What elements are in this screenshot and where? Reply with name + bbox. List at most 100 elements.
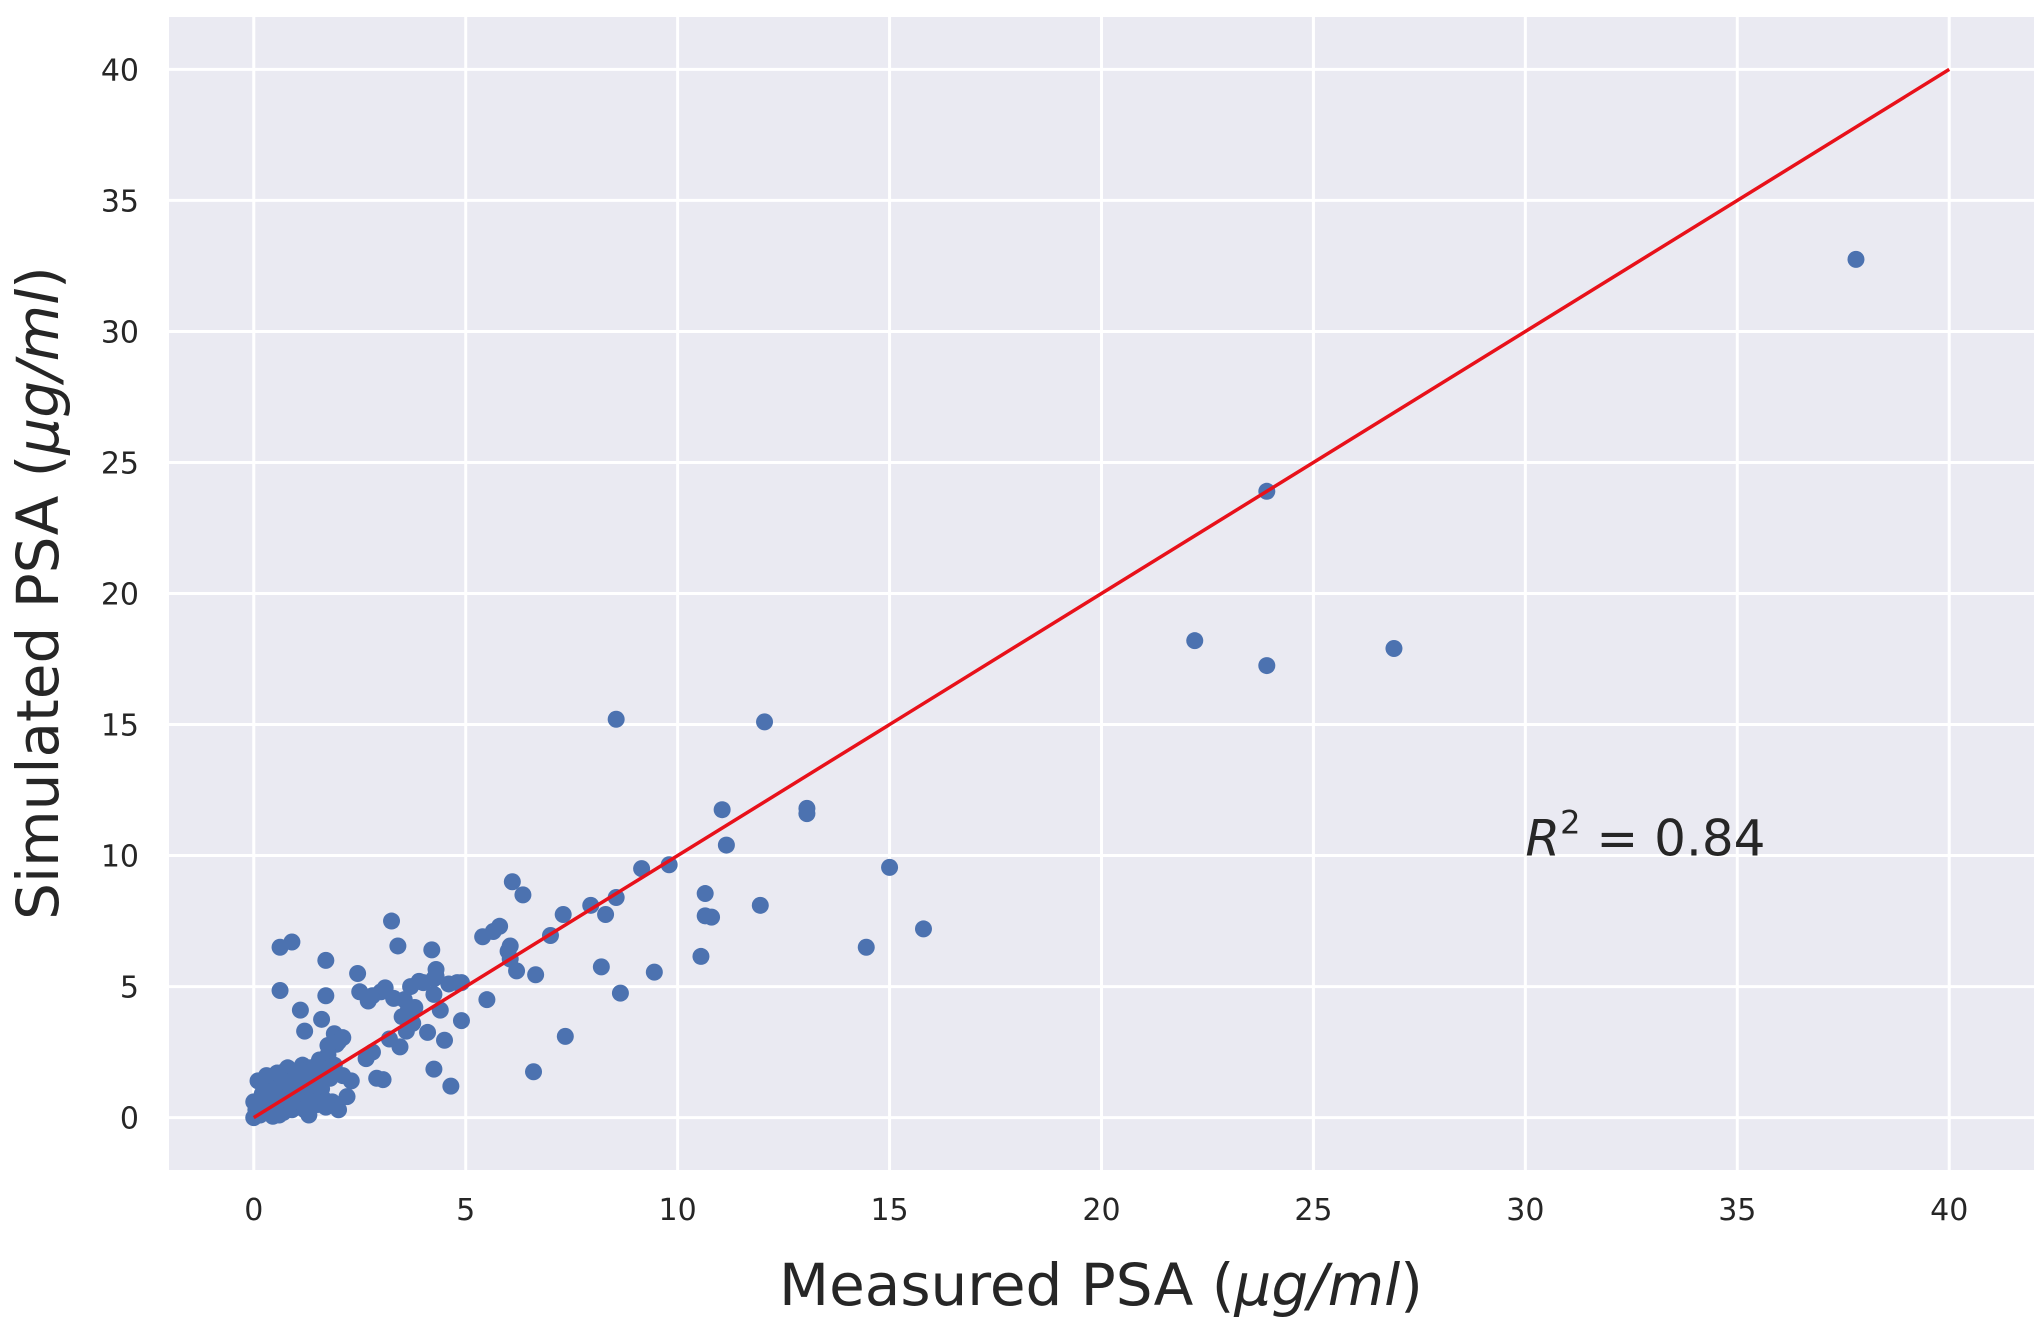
y-axis-label: Simulated PSA (μg/ml): [4, 266, 72, 920]
x-axis-label-open-paren: (: [1212, 1251, 1235, 1319]
r-squared-annotation: R2 = 0.84: [1525, 804, 1765, 868]
data-point: [425, 1060, 443, 1078]
x-tick-label: 20: [1082, 1193, 1120, 1228]
y-tick-label: 35: [101, 184, 139, 219]
data-point: [554, 906, 572, 924]
data-point: [291, 1001, 309, 1019]
data-point: [296, 1022, 314, 1040]
data-point: [503, 873, 521, 891]
data-point: [857, 938, 875, 956]
data-point: [1186, 632, 1204, 650]
x-tick-label: 35: [1718, 1193, 1756, 1228]
y-tick-label: 40: [101, 53, 139, 88]
data-point: [717, 836, 735, 854]
y-tick-label: 15: [101, 709, 139, 744]
data-point: [338, 1088, 356, 1106]
y-tick-label: 20: [101, 578, 139, 613]
reference-line: [252, 67, 1951, 1120]
data-point: [692, 947, 710, 965]
data-point: [491, 917, 509, 935]
x-tick-label: 15: [870, 1193, 908, 1228]
data-point: [436, 1031, 454, 1049]
y-tick-label: 25: [101, 446, 139, 481]
x-axis-label: Measured PSA (μg/ml): [779, 1251, 1423, 1319]
x-tick-label: 5: [456, 1193, 475, 1228]
y-axis-label-close-paren: ): [4, 266, 72, 289]
data-point: [696, 885, 714, 903]
data-point: [442, 1077, 460, 1095]
r-symbol: R: [1525, 810, 1560, 868]
data-point: [406, 999, 424, 1017]
data-point: [798, 805, 816, 823]
y-tick-label: 10: [101, 840, 139, 875]
data-point: [633, 860, 651, 878]
data-point: [404, 1014, 422, 1032]
data-point: [514, 886, 532, 904]
data-point: [291, 1061, 309, 1079]
data-point: [501, 937, 519, 955]
y-tick-label: 0: [120, 1102, 139, 1137]
data-point: [427, 967, 445, 985]
x-tick-label: 40: [1930, 1193, 1968, 1228]
data-point: [245, 1093, 263, 1111]
data-point: [703, 908, 721, 926]
data-point: [391, 1038, 409, 1056]
data-point: [389, 937, 407, 955]
r-value: = 0.84: [1580, 810, 1765, 868]
data-point: [1847, 250, 1865, 268]
data-point: [525, 1063, 543, 1081]
data-point: [527, 966, 545, 984]
data-point: [300, 1093, 318, 1111]
data-point: [592, 958, 610, 976]
data-point: [383, 912, 401, 930]
data-point: [597, 906, 615, 924]
data-point: [419, 1023, 437, 1041]
data-point: [713, 801, 731, 819]
data-point: [914, 920, 932, 938]
scatter-points: [245, 250, 1865, 1127]
y-axis-label-text: Simulated PSA: [4, 477, 72, 920]
data-point: [423, 941, 441, 959]
x-tick-labels: 0 5 10 15 20 25 30 35 40: [244, 1193, 1968, 1228]
data-point: [342, 1072, 360, 1090]
data-point: [645, 963, 663, 981]
data-point: [255, 1082, 273, 1100]
y-tick-label: 30: [101, 315, 139, 350]
data-point: [607, 888, 625, 906]
data-point: [556, 1027, 574, 1045]
data-point: [270, 1106, 288, 1124]
data-point: [271, 981, 289, 999]
data-point: [349, 964, 367, 982]
data-point: [374, 1071, 392, 1089]
data-point: [317, 987, 335, 1005]
x-tick-label: 0: [244, 1193, 263, 1228]
r-superscript: 2: [1560, 804, 1580, 842]
y-tick-label: 5: [120, 971, 139, 1006]
y-axis-label-unit: μg/ml: [4, 289, 72, 456]
data-point: [508, 962, 526, 980]
data-point: [317, 951, 335, 969]
data-point: [317, 1098, 335, 1116]
x-axis-label-close-paren: ): [1400, 1251, 1423, 1319]
data-point: [334, 1029, 352, 1047]
data-point: [313, 1010, 331, 1028]
data-point: [582, 896, 600, 914]
y-axis-label-open-paren: (: [4, 455, 72, 478]
data-point: [452, 1012, 470, 1030]
x-tick-label: 25: [1294, 1193, 1332, 1228]
data-point: [425, 985, 443, 1003]
x-axis-label-unit: μg/ml: [1233, 1251, 1400, 1319]
x-tick-label: 30: [1506, 1193, 1544, 1228]
data-point: [751, 896, 769, 914]
data-point: [1385, 640, 1403, 658]
x-tick-label: 10: [659, 1193, 697, 1228]
y-tick-labels: 0 5 10 15 20 25 30 35 40: [101, 53, 139, 1136]
data-point: [660, 856, 678, 874]
data-point: [1258, 657, 1276, 675]
data-point: [881, 858, 899, 876]
x-axis-label-text: Measured PSA: [779, 1251, 1212, 1319]
data-point: [283, 933, 301, 951]
data-point: [607, 710, 625, 728]
data-point: [268, 1064, 286, 1082]
